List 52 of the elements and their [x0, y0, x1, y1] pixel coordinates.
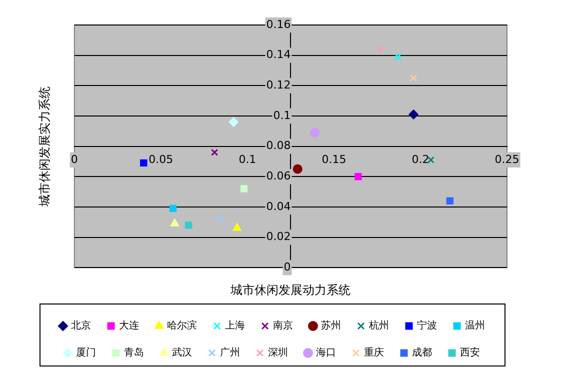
y-tick-label: 0.1: [273, 108, 291, 122]
legend-label: 大连: [119, 320, 139, 332]
x-tick-label: 0.15: [322, 152, 346, 166]
legend-label: 海口: [316, 346, 336, 359]
y-tick-label: 0.16: [266, 18, 291, 31]
legend-label: 上海: [225, 320, 245, 332]
legend-label: 武汉: [172, 346, 192, 359]
x-axis-title: 城市休闲发展动力系统: [230, 282, 351, 297]
legend-label: 重庆: [364, 346, 384, 359]
point: [140, 159, 148, 167]
legend-label: 成都: [412, 346, 432, 359]
point: [394, 53, 402, 60]
x-tick-label: 0: [70, 152, 78, 166]
point: [240, 185, 248, 192]
y-tick-label: 0.14: [266, 48, 291, 62]
point: [408, 110, 418, 120]
y-tick-label: 0.02: [266, 230, 291, 244]
legend-label: 深圳: [268, 346, 288, 359]
point: [228, 117, 238, 127]
point: [310, 128, 320, 138]
y-tick-label: 0: [284, 260, 291, 274]
y-tick-label: 0.06: [266, 169, 291, 182]
legend-label: 苏州: [321, 320, 341, 332]
point: [354, 173, 362, 180]
legend-label: 哈尔滨: [167, 320, 197, 332]
y-tick-label: 0.04: [266, 200, 291, 213]
x-tick-label: 0.05: [148, 152, 174, 166]
x-tick-label: 0.25: [494, 152, 520, 166]
legend-label: 北京: [71, 320, 91, 332]
legend-label: 厦门: [76, 346, 96, 359]
legend-label: 青岛: [124, 346, 144, 359]
legend-label: 杭州: [368, 320, 389, 332]
y-tick-label: 0.08: [266, 139, 291, 152]
point: [446, 197, 454, 204]
point: [232, 223, 242, 231]
x-tick-label: 0.1: [238, 152, 256, 166]
legend-label: 南京: [273, 320, 293, 332]
legend-label: 西安: [460, 346, 480, 359]
x-tick-label: 0.2: [412, 152, 430, 166]
y-tick-label: 0.12: [266, 78, 291, 92]
legend-label: 温州: [465, 320, 485, 332]
point: [377, 46, 384, 53]
legend-label: 广州: [220, 346, 240, 359]
point: [210, 148, 218, 156]
point: [170, 218, 179, 226]
point: [169, 204, 177, 212]
point: [410, 74, 418, 82]
legend-label: 宁波: [417, 320, 437, 332]
point: [216, 216, 224, 223]
point: [185, 222, 192, 229]
point: [292, 164, 302, 174]
y-axis-title: 城市休闲发展实力系统: [37, 86, 52, 208]
